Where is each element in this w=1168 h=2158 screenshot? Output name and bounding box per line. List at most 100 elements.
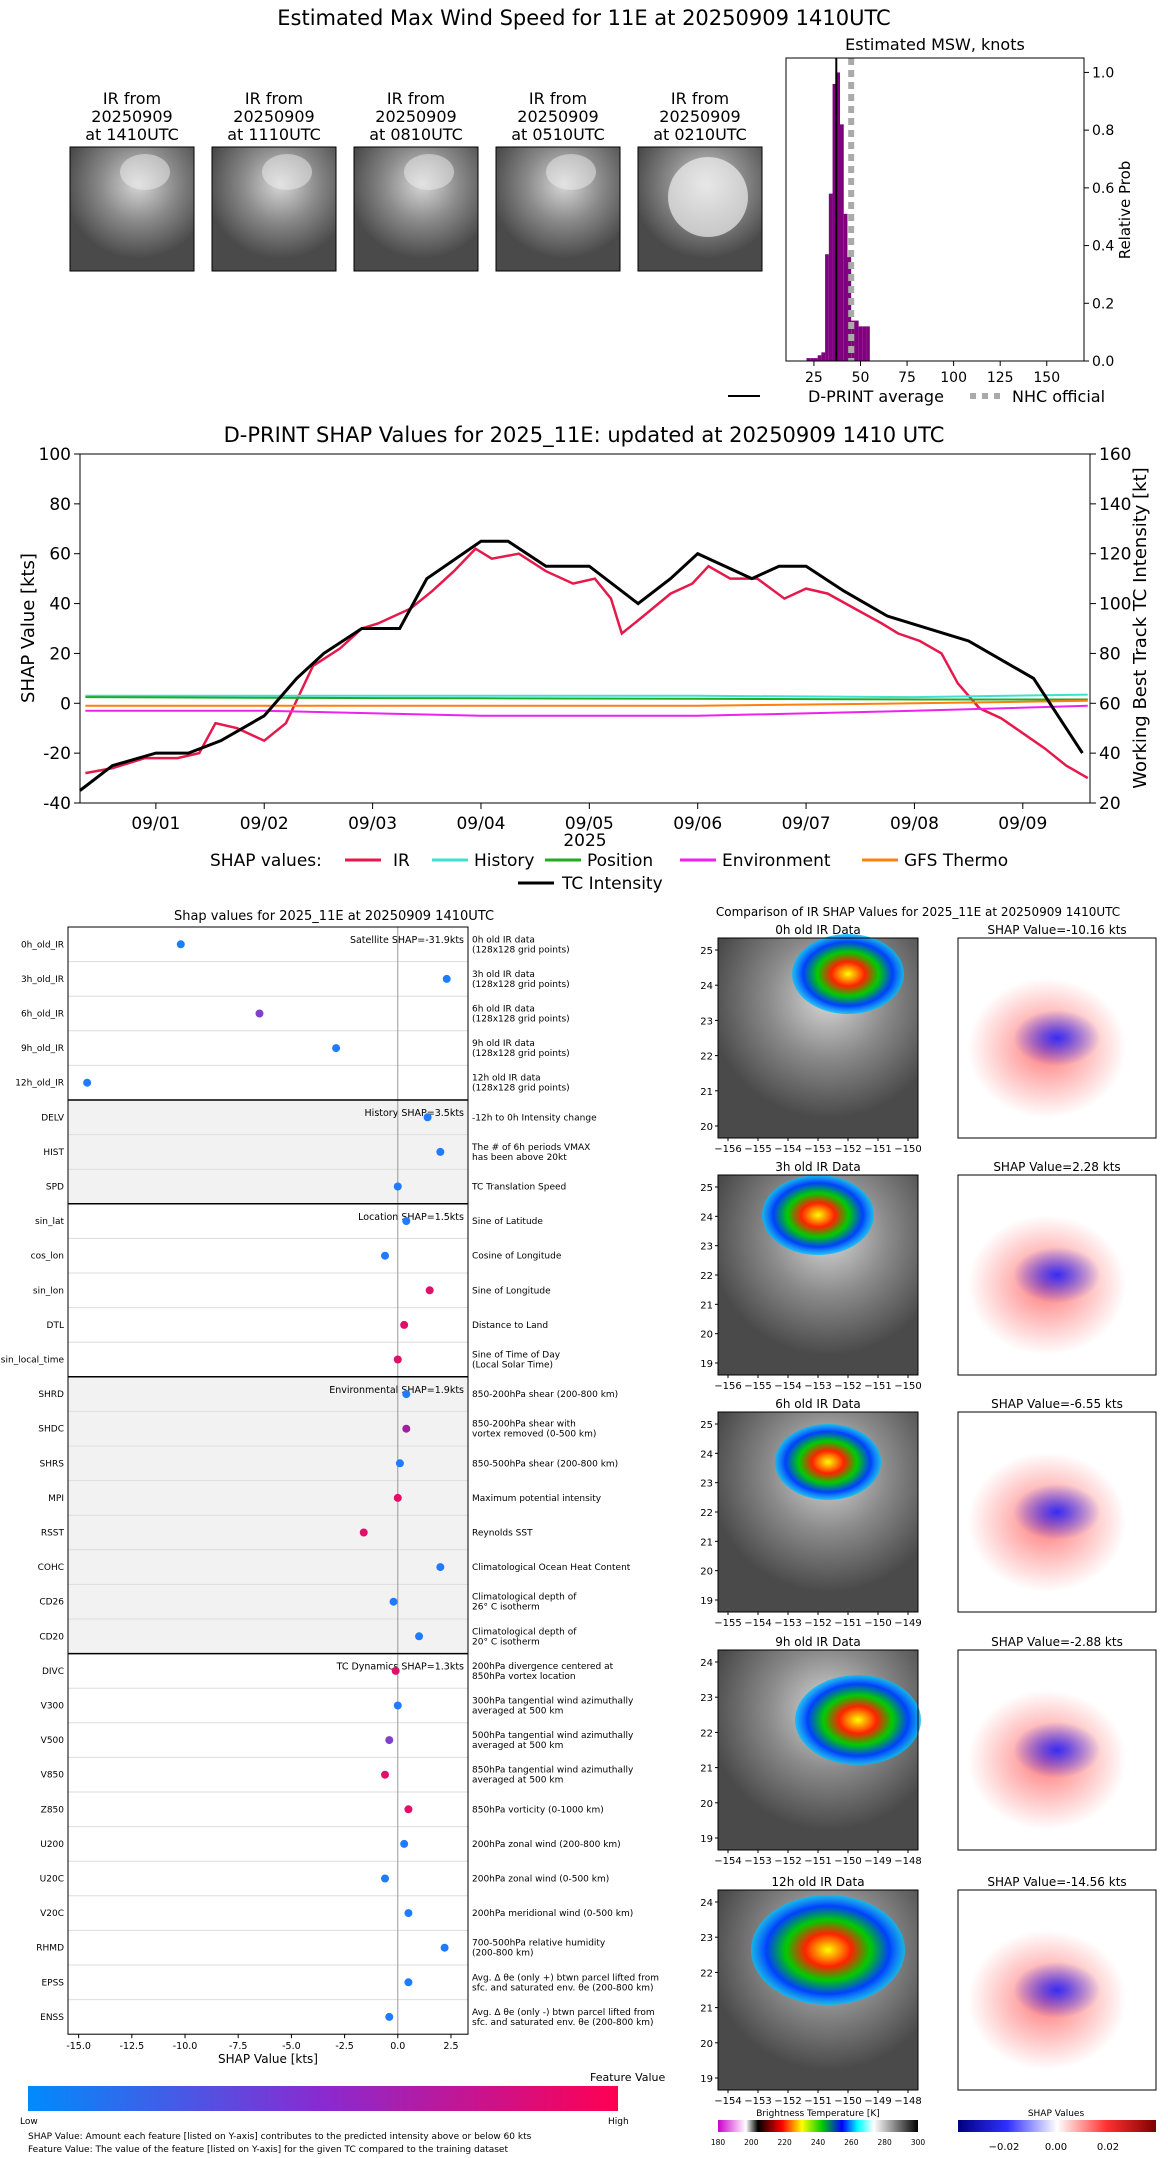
ir-ytick-label: 22 [700,1968,713,1979]
shap-xtick-label: -7.5 [229,2041,248,2052]
shap-xtick-label: -12.5 [120,2041,145,2052]
hist-bar [832,83,837,361]
shap-xtick-label: 0.0 [390,2041,405,2052]
feature-shap-point [402,1424,411,1433]
feature-shap-point [381,1874,390,1883]
timeseries-xtick-label: 09/04 [456,814,505,834]
feature-description: 850-200hPa shear (200-800 km) [472,1390,618,1400]
shap-image-title: SHAP Value=-6.55 kts [991,1397,1123,1411]
ir-ytick-label: 23 [700,1693,713,1704]
ir-xtick-label: −154 [774,1381,801,1392]
feature-description: 6h old IR data [472,1005,535,1015]
feature-description: Distance to Land [472,1321,548,1331]
ir-xtick-label: −152 [774,1856,801,1867]
feature-name: 0h_old_IR [21,940,64,950]
feature-description-2: (200-800 km) [472,1949,533,1959]
hist-ytick-label: 1.0 [1092,65,1114,81]
shap-negative-region [1013,1722,1101,1778]
ir-image-title: 0h old IR Data [775,923,861,937]
ir-xtick-label: −154 [714,2096,741,2107]
feature-shap-point [415,1632,424,1641]
hist-bar [817,355,822,361]
ir-xtick-label: −152 [834,1381,861,1392]
ir-ytick-label: 22 [700,1052,713,1063]
feature-shap-point [393,1182,402,1191]
feature-name: sin_lat [35,1217,64,1227]
feature-name: 3h_old_IR [21,975,64,985]
hist-ytick-label: 0.0 [1092,354,1114,370]
thumb-label-line2: 20250909 [517,107,598,126]
ir-cold-cloud-region [751,1895,905,2005]
timeseries-y2tick-label: 160 [1099,445,1131,465]
ir-ytick-label: 22 [700,1271,713,1282]
legend-label: Position [587,851,653,871]
hist-bar [862,326,867,361]
feature-name: SPD [46,1183,64,1193]
feature-description: 9h old IR data [472,1039,535,1049]
feature-name: ENSS [40,2013,64,2023]
feature-description-2: 20° C isotherm [472,1637,540,1647]
feature-value-colorbar [28,2086,618,2111]
ir-xtick-label: −150 [834,2096,861,2107]
feature-name: V20C [40,1909,64,1919]
feature-name: DELV [41,1113,65,1123]
ir-ytick-label: 23 [700,1242,713,1253]
ir-cold-cloud-region [792,934,904,1014]
ir-xtick-label: −149 [864,1856,891,1867]
feature-description: 200hPa meridional wind (0-500 km) [472,1909,633,1919]
ir-image-title: 12h old IR Data [771,1875,864,1889]
feature-shap-point [425,1286,434,1295]
group-shap-label: Environmental SHAP=1.9kts [329,1385,464,1396]
feature-name: sin_local_time [1,1356,65,1366]
feature-description: 300hPa tangential wind azimuthally [472,1697,634,1707]
timeseries-ytick-label: 80 [49,495,71,515]
feature-name: U200 [40,1840,64,1850]
feature-name: U20C [40,1875,64,1885]
shap-xtick-label: -2.5 [335,2041,354,2052]
bt-tick-label: 180 [711,2138,726,2147]
feature-description-2: 26° C isotherm [472,1603,540,1613]
feature-description-2: averaged at 500 km [472,1776,563,1786]
ir-xtick-label: −151 [834,1618,861,1629]
series-line-environment [85,704,1088,717]
ir-xtick-label: −148 [894,1856,921,1867]
timeseries-ytick-label: -40 [43,794,71,814]
timeseries-xtick-label: 09/08 [890,814,939,834]
ir-xtick-label: −155 [714,1618,741,1629]
hist-xtick-label: 25 [805,370,823,386]
group-shap-label: Satellite SHAP=-31.9kts [350,935,464,946]
timeseries-y2tick-label: 120 [1099,545,1131,565]
group-shap-label: Location SHAP=1.5kts [358,1212,464,1223]
feature-shap-point [442,974,451,983]
feature-description: 200hPa zonal wind (0-500 km) [472,1875,609,1885]
feature-description: -12h to 0h Intensity change [472,1113,597,1123]
ir-ytick-label: 24 [700,1898,713,1909]
feature-name: V850 [41,1771,65,1781]
feature-description-2: (128x128 grid points) [472,1084,570,1094]
shap-xtick-label: -15.0 [66,2041,91,2052]
ir-ytick-label: 19 [700,2074,713,2085]
feature-name: MPI [48,1494,64,1504]
feature-description: TC Translation Speed [471,1183,566,1193]
feature-description: The # of 6h periods VMAX [471,1143,590,1153]
feature-shap-point [391,1666,400,1675]
shap-image-frame [957,937,1157,1139]
feature-description: Sine of Longitude [472,1286,551,1296]
hist-bar [836,72,841,361]
ir-image-title: 3h old IR Data [775,1160,861,1174]
hist-xtick-label: 150 [1033,370,1060,386]
ir-xtick-label: −149 [864,2096,891,2107]
feature-shap-point [255,1009,264,1018]
ir-image-title: 9h old IR Data [775,1635,861,1649]
feature-name: SHRD [38,1390,64,1400]
feature-description: Reynolds SST [472,1529,533,1539]
thumb-label-line2: 20250909 [91,107,172,126]
ir-xtick-label: −150 [894,1144,921,1155]
timeseries-ytick-label: 0 [60,694,71,714]
hist-bar [858,326,863,361]
feature-shap-point [404,1909,413,1918]
feature-description: Avg. Δ θe (only +) btwn parcel lifted fr… [472,1973,659,1983]
hist-bar [828,193,833,361]
feature-description: 12h old IR data [472,1074,541,1084]
feature-shap-point [359,1528,368,1537]
